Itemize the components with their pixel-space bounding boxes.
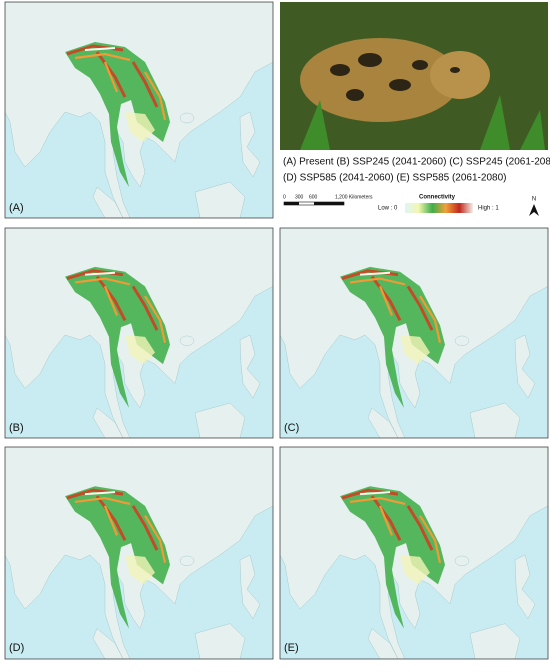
photo xyxy=(280,2,548,150)
panel-label: (D) xyxy=(9,642,24,654)
panel-a: (A) xyxy=(4,1,274,219)
connectivity-title: Connectivity xyxy=(419,195,456,201)
panel-label: (B) xyxy=(9,422,24,434)
connectivity-low: Low : 0 xyxy=(378,206,398,212)
scale-label: 600 xyxy=(309,194,318,200)
connectivity-high: High : 1 xyxy=(478,206,499,212)
north-label: N xyxy=(532,197,536,203)
panel-d: (D) xyxy=(4,446,274,660)
panel-label: (C) xyxy=(284,422,299,434)
panel-c: (C) xyxy=(279,227,549,439)
legend-line: (A) Present (B) SSP245 (2041-2060) (C) S… xyxy=(283,157,550,168)
scale-label: 0 xyxy=(283,194,286,200)
panel-e: (E) xyxy=(279,446,549,660)
legend-line: (D) SSP585 (2041-2060) (E) SSP585 (2061-… xyxy=(283,173,506,184)
legend: (A) Present (B) SSP245 (2041-2060) (C) S… xyxy=(283,157,550,216)
panel-b: (B) xyxy=(4,227,274,439)
panel-label: (A) xyxy=(9,202,24,214)
scale-label: 1,200 Kilometers xyxy=(335,194,373,200)
scale-label: 300 xyxy=(295,194,304,200)
panel-label: (E) xyxy=(284,642,299,654)
